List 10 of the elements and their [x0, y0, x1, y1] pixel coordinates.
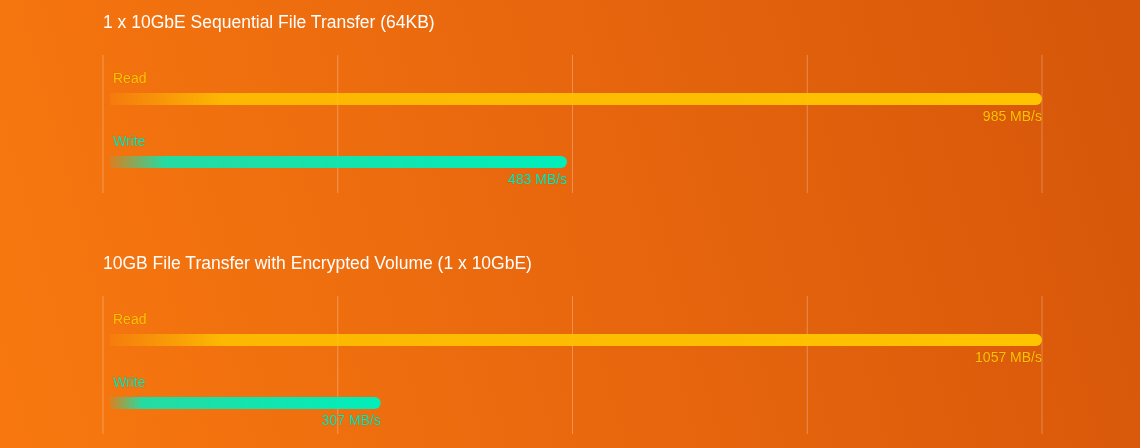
- data-label: 1057 MB/s: [975, 349, 1042, 365]
- chart-title: 10GB File Transfer with Encrypted Volume (1 x 10GbE): [103, 252, 532, 274]
- chart-title: 1 x 10GbE Sequential File Transfer (64KB): [103, 11, 435, 33]
- data-label: 483 MB/s: [507, 171, 568, 187]
- y-tick-label: Write: [113, 133, 146, 149]
- y-tick-label: Read: [113, 70, 147, 86]
- y-tick-label: Write: [113, 374, 146, 390]
- data-label: 307 MB/s: [321, 412, 381, 428]
- data-label: 985 MB/s: [982, 108, 1042, 124]
- y-tick-label: Read: [113, 311, 147, 327]
